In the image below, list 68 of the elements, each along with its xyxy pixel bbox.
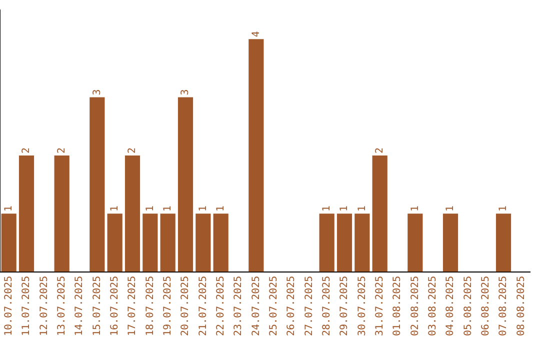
x-tick-label: 15.07.2025 (92, 276, 103, 336)
bar (354, 214, 370, 272)
data-label: 1 (410, 206, 421, 212)
x-tick-label: 03.08.2025 (427, 276, 438, 336)
x-tick-label: 18.07.2025 (144, 276, 156, 336)
data-label: 3 (92, 89, 103, 96)
x-tick-label: 20.07.2025 (180, 276, 192, 336)
bar (372, 155, 388, 272)
x-tick-label: 19.07.2025 (162, 276, 174, 336)
bar (107, 214, 122, 272)
x-tick-label: 22.07.2025 (215, 276, 226, 336)
data-label: 1 (339, 206, 350, 212)
x-tick-label: 04.08.2025 (445, 276, 456, 336)
data-label: 2 (374, 147, 386, 154)
x-tick-label: 23.07.2025 (233, 276, 244, 336)
bar (18, 155, 34, 272)
bar (124, 155, 140, 272)
data-label: 2 (127, 147, 138, 154)
x-tick-label: 17.07.2025 (127, 276, 138, 336)
x-tick-label: 02.08.2025 (410, 276, 421, 336)
bar (1, 214, 16, 272)
x-tick-label: 12.07.2025 (38, 276, 50, 336)
bar (319, 214, 334, 272)
x-tick-label: 11.07.2025 (21, 276, 32, 336)
x-tick-label: 06.08.2025 (480, 276, 492, 336)
bar (160, 214, 176, 272)
data-label: 4 (250, 31, 262, 38)
bar (442, 214, 458, 272)
x-tick-label: 13.07.2025 (56, 276, 68, 336)
bar (213, 214, 228, 272)
bar (408, 214, 423, 272)
data-label: 1 (356, 206, 368, 212)
data-label: 2 (21, 147, 32, 154)
data-label: 1 (321, 206, 332, 212)
x-tick-label: 26.07.2025 (286, 276, 298, 336)
x-tick-label: 24.07.2025 (250, 276, 262, 336)
data-label: 3 (180, 89, 192, 96)
x-tick-label: 28.07.2025 (321, 276, 332, 336)
data-label: 1 (3, 206, 14, 212)
x-tick-label: 21.07.2025 (198, 276, 209, 336)
x-tick-label: 10.07.2025 (3, 276, 14, 336)
bar (496, 214, 512, 272)
bar (248, 39, 264, 272)
data-label: 1 (109, 206, 120, 212)
bar (90, 97, 105, 272)
x-tick-label: 25.07.2025 (268, 276, 280, 336)
x-tick-label: 08.08.2025 (516, 276, 527, 336)
bar (54, 155, 70, 272)
data-label: 1 (144, 206, 156, 212)
bar (336, 214, 352, 272)
data-label: 2 (56, 147, 68, 154)
bar (178, 97, 194, 272)
x-tick-label: 31.07.2025 (374, 276, 386, 336)
bar (142, 214, 158, 272)
x-tick-label: 01.08.2025 (392, 276, 404, 336)
x-tick-label: 07.08.2025 (498, 276, 510, 336)
x-tick-label: 05.08.2025 (462, 276, 474, 336)
x-tick-label: 16.07.2025 (109, 276, 120, 336)
data-label: 1 (198, 206, 209, 212)
data-label: 1 (162, 206, 174, 212)
data-label: 1 (215, 206, 226, 212)
x-tick-label: 30.07.2025 (356, 276, 368, 336)
x-tick-label: 27.07.2025 (304, 276, 315, 336)
x-tick-label: 29.07.2025 (339, 276, 350, 336)
data-label: 1 (445, 206, 456, 212)
bar (196, 214, 211, 272)
data-label: 1 (498, 206, 510, 212)
x-tick-label: 14.07.2025 (74, 276, 86, 336)
